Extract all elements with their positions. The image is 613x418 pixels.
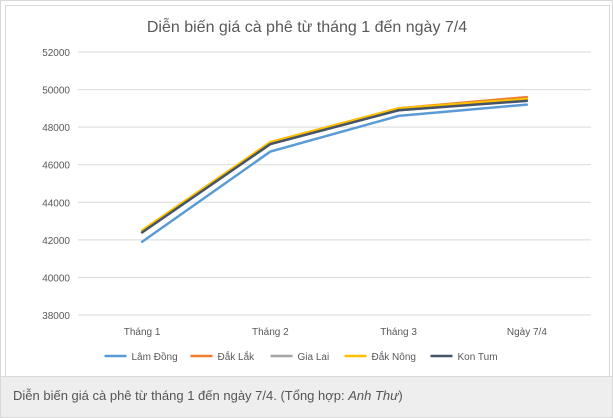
legend-label-2: Gia Lai xyxy=(298,352,330,363)
line-chart: Diễn biến giá cà phê từ tháng 1 đến ngày… xyxy=(42,17,591,363)
x-tick-label: Tháng 2 xyxy=(252,327,289,338)
caption-text: Diễn biến giá cà phê từ tháng 1 đến ngày… xyxy=(13,388,349,403)
series-line-3 xyxy=(140,97,529,232)
y-tick-label: 50000 xyxy=(42,86,70,97)
legend-label-0: Lâm Đồng xyxy=(132,351,178,363)
x-tick-label: Tháng 3 xyxy=(380,327,417,338)
series-line-0 xyxy=(140,103,529,243)
y-tick-label: 52000 xyxy=(42,48,70,59)
legend-label-3: Đắk Nông xyxy=(372,350,416,363)
x-tick-label: Tháng 1 xyxy=(124,327,161,338)
y-tick-label: 48000 xyxy=(42,123,70,134)
figure-caption: Diễn biến giá cà phê từ tháng 1 đến ngày… xyxy=(1,376,612,417)
y-tick-label: 44000 xyxy=(42,198,70,209)
x-tick-label: Ngày 7/4 xyxy=(507,327,547,338)
y-tick-label: 38000 xyxy=(42,311,70,322)
legend-label-4: Kon Tum xyxy=(458,352,498,363)
caption-close: ) xyxy=(398,388,403,403)
series-line-4 xyxy=(140,99,529,234)
chart-title: Diễn biến giá cà phê từ tháng 1 đến ngày… xyxy=(147,17,467,36)
chart-area: Diễn biến giá cà phê từ tháng 1 đến ngày… xyxy=(5,5,610,377)
y-tick-label: 40000 xyxy=(42,273,70,284)
y-tick-label: 46000 xyxy=(42,161,70,172)
caption-author: Anh Thư xyxy=(348,388,399,403)
y-tick-label: 42000 xyxy=(42,236,70,247)
legend-label-1: Đắk Lắk xyxy=(218,350,256,363)
series-line-2 xyxy=(140,97,529,234)
